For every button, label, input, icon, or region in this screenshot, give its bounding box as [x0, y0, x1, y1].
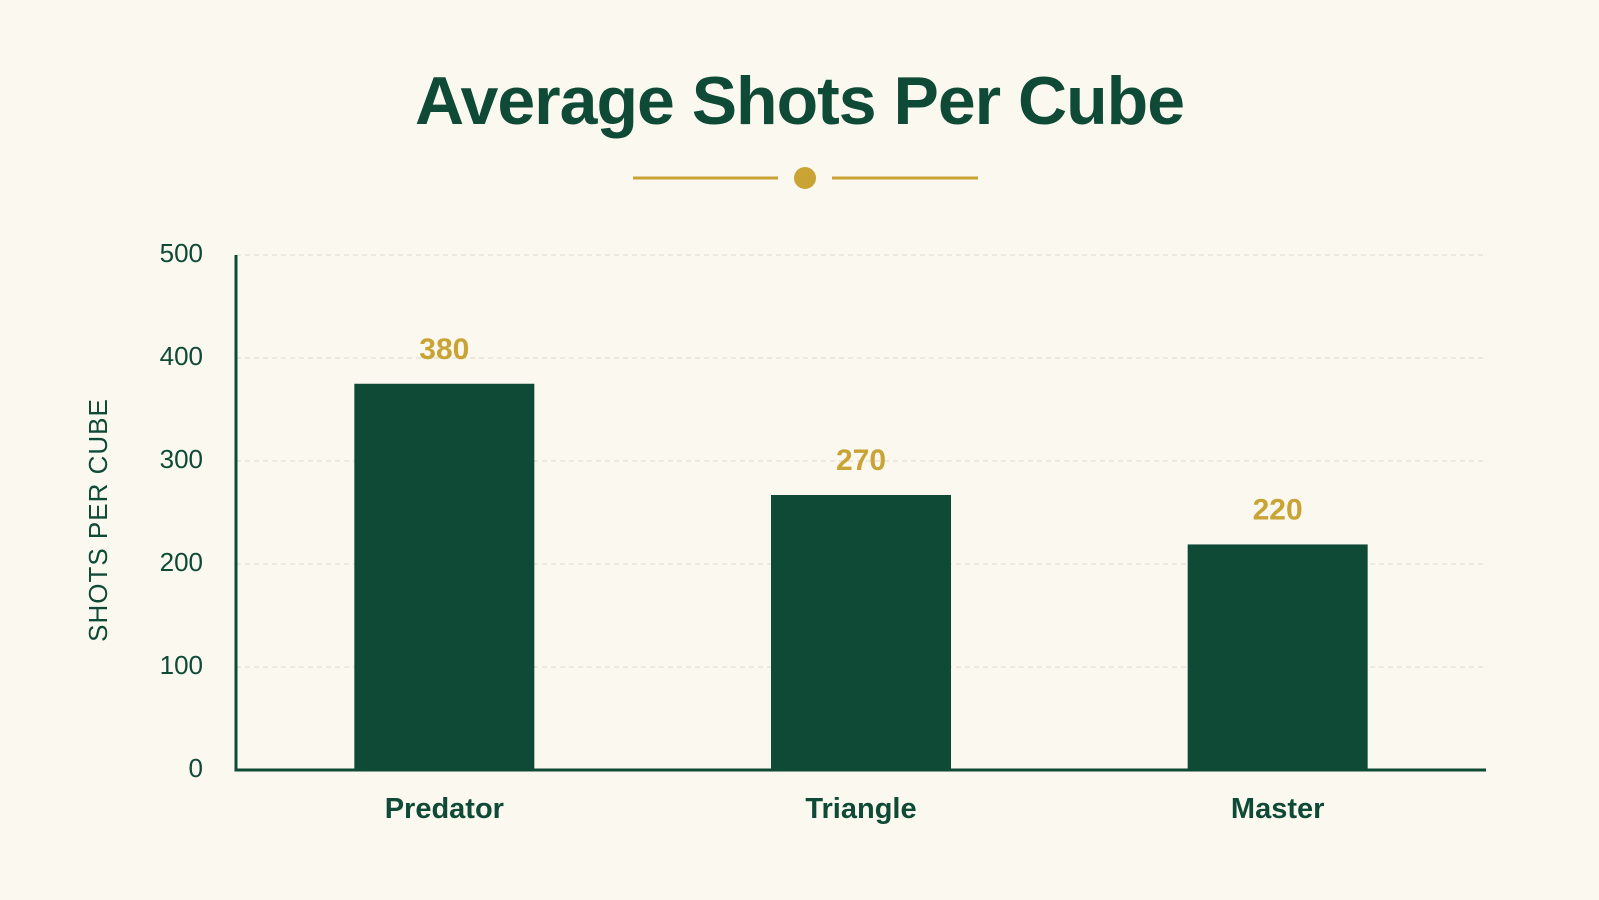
y-tick-label: 500 [160, 238, 203, 268]
x-tick-label: Master [1231, 793, 1325, 825]
title-divider-ornament [633, 167, 978, 189]
bar [1187, 544, 1368, 770]
data-label: 270 [836, 444, 886, 477]
chart-title: Average Shots Per Cube [414, 63, 1185, 139]
y-axis-title: SHOTS PER CUBE [83, 398, 113, 642]
labels: 0 100 200 300 400 500 380 Predator 270 Triangle 22… [160, 238, 1325, 825]
data-label: 220 [1253, 493, 1303, 526]
divider-dot [794, 167, 816, 189]
bar [771, 494, 951, 770]
y-tick-label: 400 [160, 341, 203, 371]
y-tick-label: 100 [160, 650, 203, 680]
axes [234, 255, 1486, 772]
y-tick-label: 300 [160, 444, 203, 474]
x-tick-label: Triangle [805, 793, 916, 825]
y-tick-label: 0 [189, 753, 203, 783]
x-tick-label: Predator [385, 793, 504, 825]
bar [354, 383, 535, 770]
bars [354, 383, 1368, 770]
data-label: 380 [419, 333, 469, 366]
y-tick-label: 200 [160, 547, 203, 577]
